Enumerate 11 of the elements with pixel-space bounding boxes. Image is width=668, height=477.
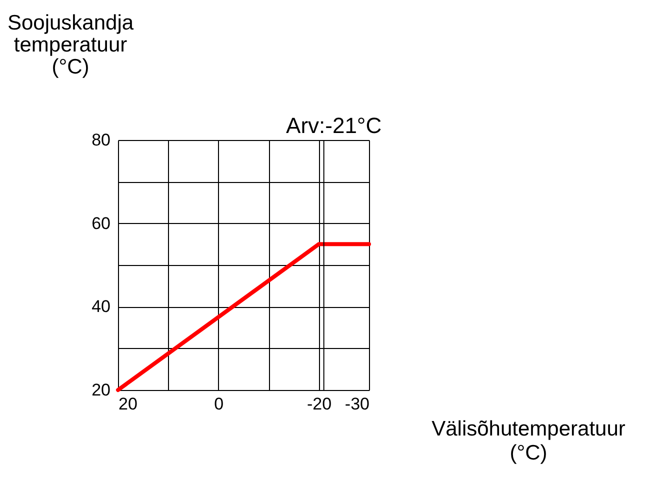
y-tick-label: 20	[92, 380, 110, 400]
y-tick-label: 80	[92, 130, 110, 150]
y-tick-label: 40	[92, 297, 110, 316]
ref-line-label: Arv:-21°C	[286, 113, 382, 138]
y-tick-label: 60	[92, 214, 110, 233]
x-tick-label: -30	[344, 394, 370, 414]
y-axis-title: Soojuskandja temperatuur (°C)	[7, 12, 134, 78]
x-tick-label: 0	[214, 394, 224, 414]
x-tick-label: -20	[307, 394, 332, 414]
x-axis-title: Välisõhutemperatuur (°C)	[432, 418, 626, 464]
x-tick-label: 20	[118, 394, 138, 414]
